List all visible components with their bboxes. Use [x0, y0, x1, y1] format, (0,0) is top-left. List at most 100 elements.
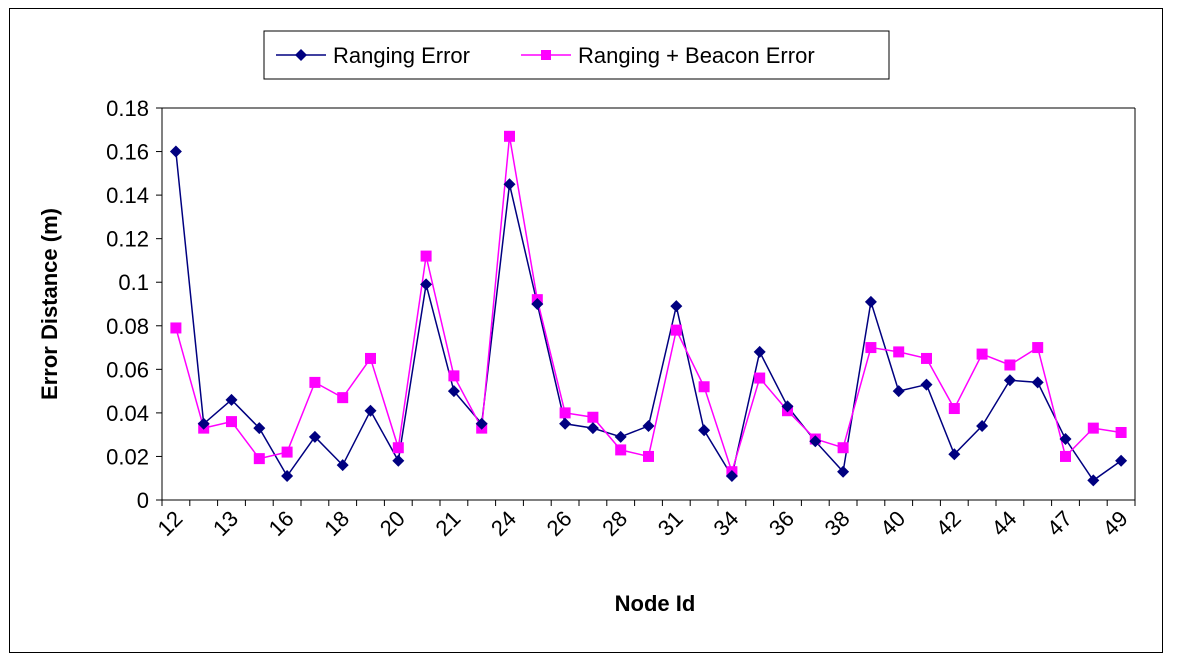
series2-point	[921, 352, 932, 364]
x-axis-title: Node Id	[615, 591, 696, 616]
series2-point	[309, 376, 321, 388]
series1-point	[948, 448, 961, 461]
series1-point	[225, 393, 238, 406]
x-tick-label: 31	[653, 506, 688, 541]
series1-point	[920, 378, 933, 391]
y-tick-label: 0.1	[118, 270, 149, 295]
series2-point	[504, 130, 515, 142]
series2-point	[1060, 450, 1071, 462]
series2-point	[281, 446, 293, 458]
series1-point	[308, 430, 321, 443]
series2-point	[559, 407, 571, 419]
x-tick-label: 16	[264, 506, 299, 541]
series1-point	[586, 422, 599, 435]
series1-point	[169, 145, 182, 158]
series1-point	[753, 345, 766, 358]
series2-point	[170, 322, 182, 334]
x-tick-label: 26	[542, 506, 577, 541]
series1-point	[642, 419, 655, 432]
series2-point	[337, 392, 349, 404]
x-tick-label: 44	[986, 506, 1021, 541]
series1-point	[1087, 474, 1100, 487]
legend-series2-marker	[541, 50, 551, 60]
series1-point	[281, 470, 294, 483]
series2-point	[1087, 422, 1099, 434]
series1-point	[1003, 374, 1016, 387]
legend-series2-label: Ranging + Beacon Error	[578, 43, 815, 68]
series2-point	[837, 442, 849, 454]
series1-point	[559, 417, 572, 430]
y-axis-title: Error Distance (m)	[37, 208, 62, 400]
series-layer	[169, 130, 1128, 487]
series2-point	[754, 372, 766, 384]
series1-point	[392, 454, 405, 467]
x-tick-label: 13	[208, 506, 243, 541]
series2-point	[587, 411, 599, 423]
y-tick-label: 0.12	[106, 227, 149, 252]
x-tick-label: 21	[430, 506, 465, 541]
series1-point	[531, 298, 544, 310]
series2-point	[392, 442, 404, 454]
series1-point	[447, 385, 460, 398]
series2-point	[948, 403, 960, 415]
series1-point	[614, 430, 627, 443]
series2-point	[643, 450, 654, 462]
series1-point	[698, 424, 711, 437]
y-tick-label: 0.02	[106, 444, 149, 469]
legend-box	[263, 30, 890, 80]
series1-point	[781, 400, 794, 413]
series1-point	[420, 278, 433, 291]
series1-point	[670, 300, 683, 313]
series1-point	[837, 465, 850, 478]
x-tick-label: 47	[1042, 506, 1077, 541]
series1-point	[809, 435, 822, 448]
series2-point	[420, 250, 432, 262]
legend: Ranging Error Ranging + Beacon Error	[263, 30, 890, 80]
x-tick-label: 36	[764, 506, 799, 541]
series1-point	[725, 470, 738, 483]
series1-point	[1031, 376, 1044, 389]
y-tick-label: 0.06	[106, 357, 149, 382]
series2-point	[893, 346, 905, 358]
series2-point	[1004, 359, 1016, 371]
x-tick-label: 12	[152, 506, 187, 541]
x-tick-label: 38	[820, 506, 855, 541]
x-tick-label: 34	[708, 506, 743, 541]
series2-point	[976, 348, 988, 360]
series1-point	[1059, 433, 1072, 446]
series1-point	[364, 404, 377, 417]
series2-point	[865, 342, 877, 354]
series2-point	[253, 453, 265, 465]
x-tick-label: 24	[486, 506, 521, 541]
series2-point	[226, 416, 237, 428]
series1-point	[976, 419, 989, 432]
series1-point	[864, 295, 877, 308]
x-tick-label: 40	[875, 506, 910, 541]
series1-point	[336, 459, 349, 472]
series2-point	[698, 381, 710, 393]
y-tick-label: 0.14	[106, 183, 149, 208]
y-tick-label: 0.08	[106, 314, 149, 339]
series2-point	[1115, 426, 1127, 438]
x-tick-label: 28	[597, 506, 632, 541]
series2-point	[1032, 342, 1044, 354]
x-tick-label: 18	[319, 506, 354, 541]
series1-point	[197, 417, 210, 430]
legend-series1-marker	[295, 49, 307, 61]
chart-frame	[9, 8, 1163, 653]
y-tick-label: 0.18	[106, 96, 149, 121]
series1-point	[475, 417, 488, 430]
series1-point	[503, 178, 516, 191]
legend-series1-label: Ranging Error	[333, 43, 470, 68]
y-axis-ticks: 0 0.02 0.04 0.06 0.08 0.1 0.12 0.14 0.16 0.18	[106, 96, 162, 513]
x-tick-label: 20	[375, 506, 410, 541]
series2-point	[448, 370, 460, 382]
series2-point	[365, 352, 376, 364]
x-tick-label: 42	[931, 506, 966, 541]
y-tick-label: 0	[137, 488, 149, 513]
x-tick-label: 49	[1098, 506, 1133, 541]
x-axis-ticks: 12 13 16 18 20 21 24 26 28 31 34 36 38 40 42 44 47 49	[152, 500, 1136, 541]
series2-point	[670, 324, 682, 336]
y-tick-label: 0.04	[106, 401, 149, 426]
